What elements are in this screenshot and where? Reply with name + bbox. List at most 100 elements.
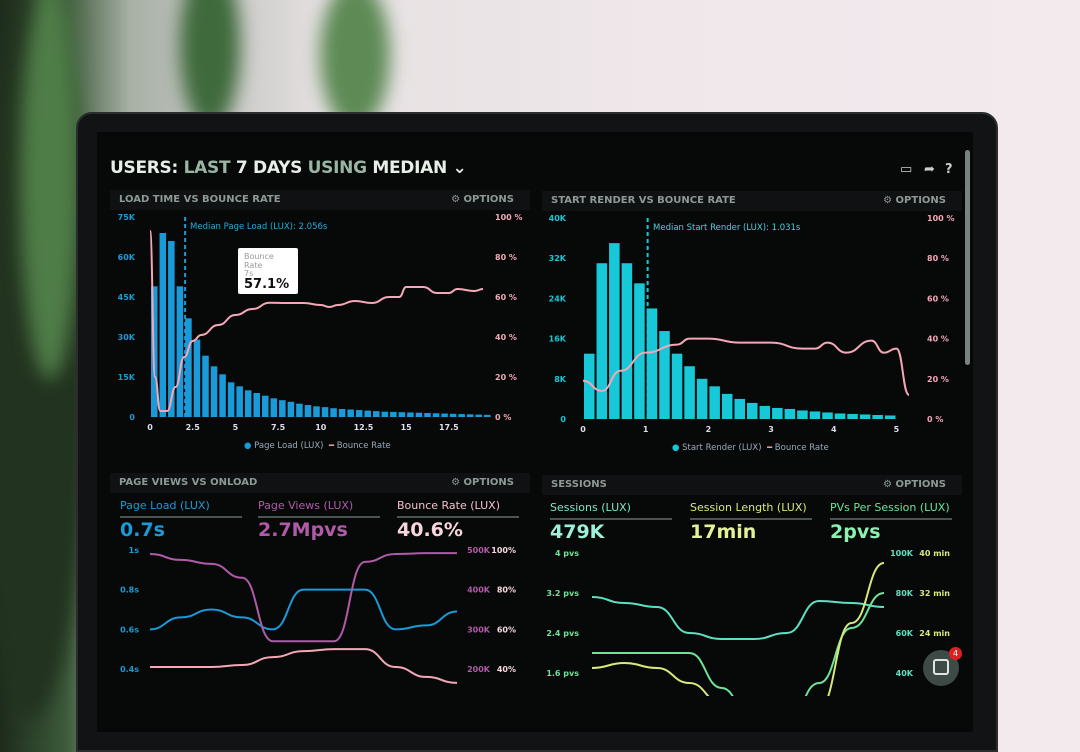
y-tick-right: 80 % (495, 253, 517, 262)
histogram-bar (210, 366, 218, 417)
x-tick: 17.5 (439, 423, 459, 432)
histogram-bar (364, 410, 371, 417)
y-tick-left: 1s (129, 546, 140, 555)
histogram-bar (398, 412, 406, 417)
y-tick-mid: 200K (467, 665, 491, 674)
histogram-bar (168, 241, 175, 417)
options-button[interactable]: ⚙ OPTIONS (883, 195, 946, 206)
histogram-bar (381, 411, 389, 417)
y-tick-right: 60% (497, 625, 516, 634)
y-tick-left: 40K (549, 214, 567, 223)
panel-title: LOAD TIME VS BOUNCE RATE (119, 194, 281, 205)
histogram-bar (709, 386, 720, 419)
histogram-bar (407, 412, 414, 417)
page-title[interactable]: USERS: LAST 7 DAYS USING MEDIAN ⌄ (110, 158, 467, 178)
options-button[interactable]: ⚙ OPTIONS (451, 194, 514, 205)
legend-page-load[interactable]: Page Load (LUX) (254, 441, 324, 451)
x-tick: 10 (315, 423, 327, 432)
y-tick-mid: 40K (896, 669, 914, 678)
x-tick: 3 (768, 425, 774, 434)
pvs-per-session-line (592, 592, 885, 696)
options-label: OPTIONS (463, 194, 514, 205)
y-tick-right: 20 % (927, 375, 949, 384)
options-button[interactable]: ⚙ OPTIONS (883, 479, 946, 490)
histogram-bar (596, 263, 608, 419)
y-tick-left: 60K (118, 253, 136, 262)
legend-start-render[interactable]: Start Render (LUX) (682, 443, 762, 453)
panel-title: START RENDER VS BOUNCE RATE (551, 195, 736, 206)
options-label: OPTIONS (895, 195, 946, 206)
tooltip-label: Bounce Rate (244, 252, 274, 270)
x-tick: 1 (643, 425, 649, 434)
sessions-chart: 1.6 pvs 2.4 pvs 3.2 pvs 4 pvs 40K 60K 80K 100K 2… (546, 549, 950, 696)
render-panel-header: START RENDER VS BOUNCE RATE ⚙ OPTIONS (542, 191, 962, 211)
histogram-bar (373, 411, 380, 417)
histogram-bar (176, 286, 184, 417)
panel-title: PAGE VIEWS VS ONLOAD (119, 477, 258, 488)
kpi-label: Bounce Rate (LUX) (397, 499, 519, 518)
title-range: 7 DAYS (235, 158, 303, 178)
kpi-label: PVs Per Session (LUX) (830, 501, 952, 520)
histogram-bar (227, 382, 235, 417)
histogram-bar (355, 410, 363, 417)
tooltip: Bounce Rate 7s 57.1% (238, 248, 298, 294)
chat-button[interactable]: 4 (923, 647, 962, 686)
histogram-bar (809, 411, 821, 419)
histogram-bar (219, 374, 226, 417)
y-tick-right: 20 % (495, 373, 517, 382)
kpi-label: Page Views (LUX) (258, 499, 380, 518)
y-tick-left: 15K (118, 373, 136, 382)
histogram-bar (772, 407, 783, 419)
histogram-bar (834, 413, 846, 419)
legend-bounce-rate[interactable]: Bounce Rate (774, 443, 829, 453)
histogram-bar (609, 243, 620, 419)
y-tick-mid: 80K (896, 589, 914, 598)
options-button[interactable]: ⚙ OPTIONS (451, 477, 514, 488)
histogram-bar (847, 413, 858, 419)
load-legend: ● Page Load (LUX) ━ Bounce Rate (244, 441, 391, 451)
histogram-bar (696, 378, 708, 419)
histogram-bar (202, 355, 209, 417)
histogram-bar (475, 414, 482, 417)
x-tick: 2 (706, 425, 712, 434)
histogram-bar (747, 402, 758, 419)
y-tick-right: 32 min (919, 589, 950, 598)
histogram-bar (822, 412, 833, 419)
kpi-value: 40.6% (397, 519, 463, 541)
y-tick-right: 0 % (495, 413, 511, 422)
kpi-value: 2pvs (830, 521, 881, 543)
kpi-value: 17min (690, 521, 757, 543)
histogram-bar (432, 413, 440, 417)
start-render-chart: 0 8K 16K 24K 32K 40K 0 % 20 % 40 % 60 % 80 % 100 % 0… (549, 214, 955, 434)
x-tick: 0 (147, 423, 153, 432)
scrollbar[interactable] (965, 150, 970, 365)
y-tick-left: 30K (118, 333, 136, 342)
load-panel-header: LOAD TIME VS BOUNCE RATE ⚙ OPTIONS (110, 190, 530, 210)
sessions-panel-header: SESSIONS ⚙ OPTIONS (542, 475, 962, 495)
legend-bounce-rate[interactable]: Bounce Rate (336, 441, 391, 451)
histogram-bar (415, 412, 423, 417)
y-tick-right: 40% (497, 665, 516, 674)
histogram-bar (659, 331, 670, 419)
histogram-bar (313, 406, 320, 417)
histogram-bar (458, 414, 465, 417)
y-tick-right: 60 % (927, 294, 949, 303)
x-tick: 12.5 (354, 423, 374, 432)
histogram-bar (584, 353, 595, 419)
x-tick: 2.5 (186, 423, 201, 432)
histogram-bar (330, 408, 337, 417)
median-label: Median Start Render (LUX): 1.031s (653, 223, 801, 233)
kpi-value: 479K (550, 521, 605, 543)
x-tick: 7.5 (271, 423, 286, 432)
share-icon[interactable]: ➦ (924, 162, 935, 177)
histogram-bar (671, 353, 683, 419)
histogram-bar (784, 408, 796, 419)
monitor-icon[interactable]: ▭ (900, 162, 913, 177)
bounce-rate-line (149, 230, 484, 413)
help-icon[interactable]: ? (945, 162, 953, 177)
histogram-bar (338, 409, 346, 417)
histogram-bar (304, 405, 312, 417)
kpi-label: Sessions (LUX) (550, 501, 672, 520)
y-tick-left: 4 pvs (555, 549, 579, 558)
page-load-line (149, 588, 458, 631)
